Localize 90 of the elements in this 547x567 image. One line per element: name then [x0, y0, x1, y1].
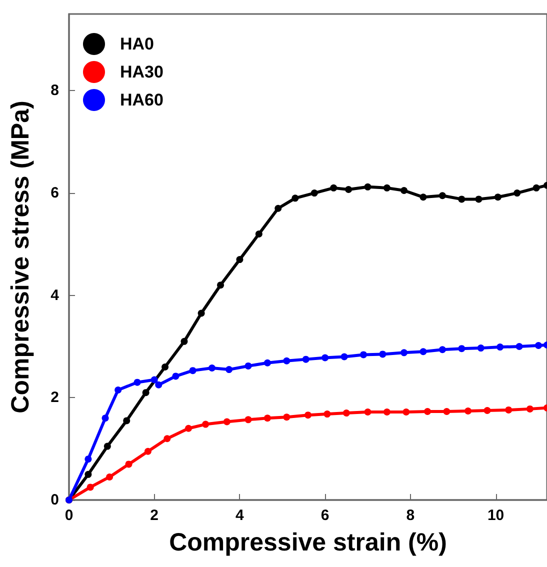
point	[330, 184, 338, 192]
point	[180, 338, 188, 345]
y-tick-label: 2	[50, 389, 59, 406]
point	[264, 414, 271, 422]
point	[104, 442, 111, 450]
point	[172, 372, 180, 380]
point	[244, 362, 252, 370]
point	[144, 448, 152, 455]
point	[340, 353, 348, 360]
point	[438, 346, 446, 354]
point	[477, 344, 484, 352]
point	[189, 367, 196, 374]
point	[505, 406, 512, 414]
point	[114, 386, 122, 394]
point	[264, 359, 271, 366]
point	[424, 408, 431, 415]
point	[496, 344, 504, 351]
point	[223, 418, 230, 426]
point	[150, 376, 158, 384]
point	[106, 473, 114, 480]
x-tick-label: 8	[406, 507, 415, 524]
point	[155, 381, 162, 388]
point	[162, 363, 169, 370]
point	[514, 190, 521, 197]
point	[494, 194, 502, 201]
point	[324, 410, 331, 418]
legend-label: HA60	[120, 90, 164, 110]
point	[534, 342, 542, 349]
point	[283, 414, 290, 421]
point	[400, 186, 408, 194]
point	[244, 416, 252, 424]
point	[208, 364, 216, 372]
point	[125, 460, 132, 468]
point	[102, 414, 109, 422]
point	[217, 282, 224, 289]
point	[164, 435, 171, 442]
y-tick-label: 0	[50, 492, 59, 508]
point	[400, 349, 408, 356]
point	[185, 424, 192, 432]
point	[420, 348, 427, 356]
x-tick-label: 2	[150, 507, 159, 524]
point	[438, 192, 446, 200]
point	[360, 351, 367, 358]
point	[274, 204, 282, 212]
point	[292, 194, 299, 202]
y-axis-title: Compressive stress (MPa)	[6, 100, 34, 414]
point	[198, 310, 205, 317]
point	[383, 408, 390, 416]
y-tick-label: 6	[50, 184, 59, 202]
point	[84, 456, 92, 463]
x-tick-label: 4	[236, 507, 245, 524]
point	[364, 183, 372, 190]
point	[283, 357, 290, 364]
y-tick-label: 8	[50, 82, 59, 100]
x-axis-title: Compressive strain (%)	[169, 528, 447, 556]
point	[484, 406, 491, 414]
point	[304, 412, 312, 419]
x-tick-label: 6	[320, 507, 330, 524]
point	[345, 186, 352, 193]
point	[475, 196, 482, 203]
point	[342, 410, 350, 417]
point	[226, 366, 233, 374]
point	[532, 184, 540, 192]
point	[383, 184, 390, 192]
point	[458, 345, 466, 352]
point	[255, 230, 262, 238]
point	[142, 389, 150, 396]
point	[84, 470, 92, 478]
point	[134, 378, 141, 386]
point	[443, 408, 450, 415]
x-tick-label: 0	[64, 507, 74, 524]
point	[302, 356, 310, 363]
point	[516, 343, 523, 350]
legend-label: HA30	[120, 62, 164, 82]
point	[464, 407, 472, 414]
point	[202, 420, 210, 428]
point	[420, 194, 427, 201]
legend-label: HA0	[120, 34, 154, 54]
point	[526, 405, 534, 412]
point	[364, 408, 372, 416]
point	[458, 196, 466, 203]
y-tick-label: 4	[50, 286, 60, 304]
point	[310, 190, 318, 197]
point	[86, 484, 94, 491]
point	[236, 256, 244, 264]
point	[123, 417, 130, 424]
point	[379, 350, 386, 358]
point	[322, 354, 329, 362]
x-tick-label: 10	[487, 507, 504, 524]
point	[402, 408, 410, 416]
